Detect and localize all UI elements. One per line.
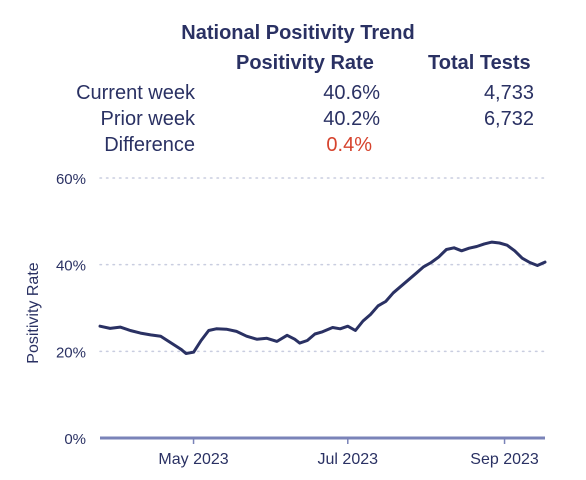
current-week-tests: 4,733: [483, 82, 534, 104]
column-header-total-tests: Total Tests: [428, 52, 531, 74]
difference-rate: 0.4%: [326, 134, 372, 156]
x-tick-label-1: Jul 2023: [318, 451, 379, 468]
y-tick-label-60: 60%: [56, 171, 86, 188]
y-tick-label-20: 20%: [56, 344, 86, 361]
chart-title: National Positivity Trend: [181, 22, 415, 44]
column-header-positivity-rate: Positivity Rate: [236, 52, 374, 74]
y-tick-label-0: 0%: [64, 431, 86, 448]
series-line-0: [98, 240, 547, 355]
x-tick-label-2: Sep 2023: [470, 451, 539, 468]
row-label-difference: Difference: [104, 134, 195, 156]
y-tick-label-40: 40%: [56, 258, 86, 275]
row-label-prior-week: Prior week: [100, 108, 195, 130]
x-tick-label-0: May 2023: [158, 451, 228, 468]
y-axis-title: Positivity Rate: [25, 262, 42, 363]
prior-week-rate: 40.2%: [323, 108, 380, 130]
row-label-current-week: Current week: [76, 82, 195, 104]
prior-week-tests: 6,732: [483, 108, 534, 130]
current-week-rate: 40.6%: [323, 82, 380, 104]
